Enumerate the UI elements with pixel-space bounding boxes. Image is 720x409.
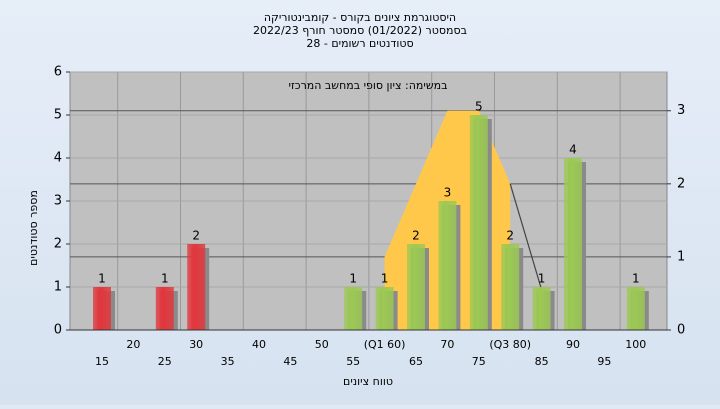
x-tick-label: 95 [597,355,611,368]
y-tick-label: 0 [54,323,62,338]
x-tick-label: 35 [221,355,235,368]
x-tick-label: 100 [625,338,646,351]
x-tick-label: 50 [315,338,329,351]
bar [375,287,394,330]
data-label: 1 [538,272,546,286]
y2-tick-label: 3 [677,103,685,118]
annotation: במשימה: ציון סופי במחשב המרכזי [288,79,447,92]
x-tick-label: (Q1 60) [364,338,406,351]
x-tick-label: 90 [566,338,580,351]
data-label: 5 [475,100,483,114]
line [509,183,543,290]
data-label: 1 [98,272,106,286]
y-tick-label: 3 [54,194,62,209]
bar [93,287,111,330]
bar [469,115,488,330]
y-tick-label: 4 [54,151,62,166]
x-tick-label: 45 [283,355,297,368]
x-tick-label: 30 [189,338,203,351]
bar [501,244,520,330]
chart-subtitle: סטודנטים רשומים - 28 [306,37,413,50]
data-label: 2 [192,229,200,243]
data-label: 4 [569,143,577,157]
data-label: 1 [632,272,640,286]
bar [187,244,206,330]
data-label: 1 [349,272,357,286]
x-tick-label: (Q3 80) [489,338,531,351]
data-label: 2 [412,229,420,243]
x-tick-label: 20 [126,338,140,351]
x-axis-label: טווח ציונים [343,375,393,388]
data-label: 1 [161,272,169,286]
x-tick-label: 40 [252,338,266,351]
x-tick-label: 65 [409,355,423,368]
bar [407,244,425,330]
x-tick-label: 85 [535,355,549,368]
data-label: 2 [506,229,514,243]
y2-tick-label: 1 [677,249,685,264]
chart-title: היסטוגרמת ציונים בקורס - קומבינטוריקה [264,11,456,24]
x-tick-label: 70 [440,338,454,351]
bar [155,287,174,330]
y-tick-label: 1 [54,280,62,295]
bar [564,158,582,330]
chart-subtitle: בסמסטר (01/2022) סמסטר חורף 2022/23 [253,24,467,37]
x-tick-label: 25 [158,355,172,368]
y-tick-label: 2 [54,237,62,252]
x-tick-label: 55 [346,355,360,368]
bar [626,287,645,330]
x-tick-label: 75 [472,355,486,368]
y-tick-label: 5 [54,108,62,123]
bar [532,287,551,330]
y2-tick-label: 0 [677,323,685,338]
y2-tick-label: 2 [677,176,685,191]
data-label: 1 [381,272,389,286]
y-axis-label: מספר סטודנטים [27,190,40,266]
data-label: 3 [444,186,452,200]
bar [438,201,457,330]
y-tick-label: 6 [54,65,62,80]
bar [344,287,363,330]
x-tick-label: 15 [95,355,109,368]
